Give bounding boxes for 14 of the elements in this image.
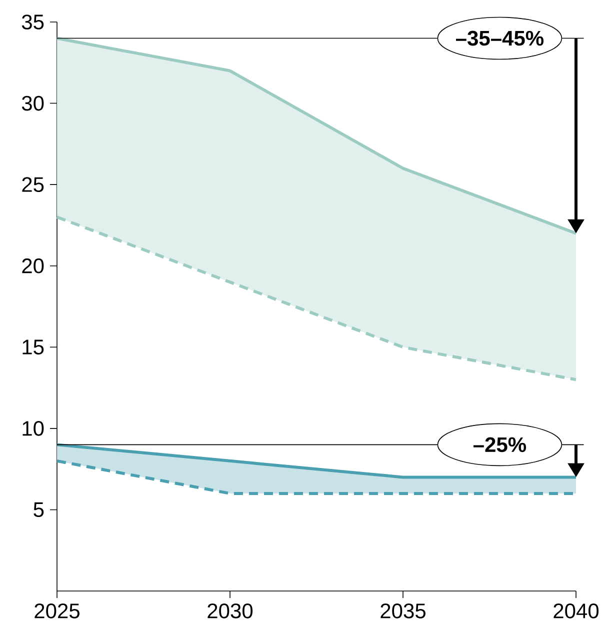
ref-line-label: –25%: [473, 437, 526, 452]
x-tick-label: 2025: [34, 604, 80, 618]
y-tick-label: 5: [34, 502, 44, 518]
ref-line-label: –35–45%: [456, 30, 544, 46]
y-tick-label: 30: [22, 96, 44, 111]
line-series: [56, 216, 578, 382]
y-tick-label: 15: [22, 340, 44, 354]
x-tick-label: 2030: [208, 604, 253, 618]
y-tick-label: 10: [22, 421, 44, 436]
y-tick-label: 25: [22, 177, 44, 192]
x-tick-label: 2035: [380, 604, 426, 618]
x-tick-label: 2040: [554, 604, 599, 618]
y-tick-label: 35: [22, 14, 44, 30]
y-tick-label: 20: [22, 258, 44, 274]
